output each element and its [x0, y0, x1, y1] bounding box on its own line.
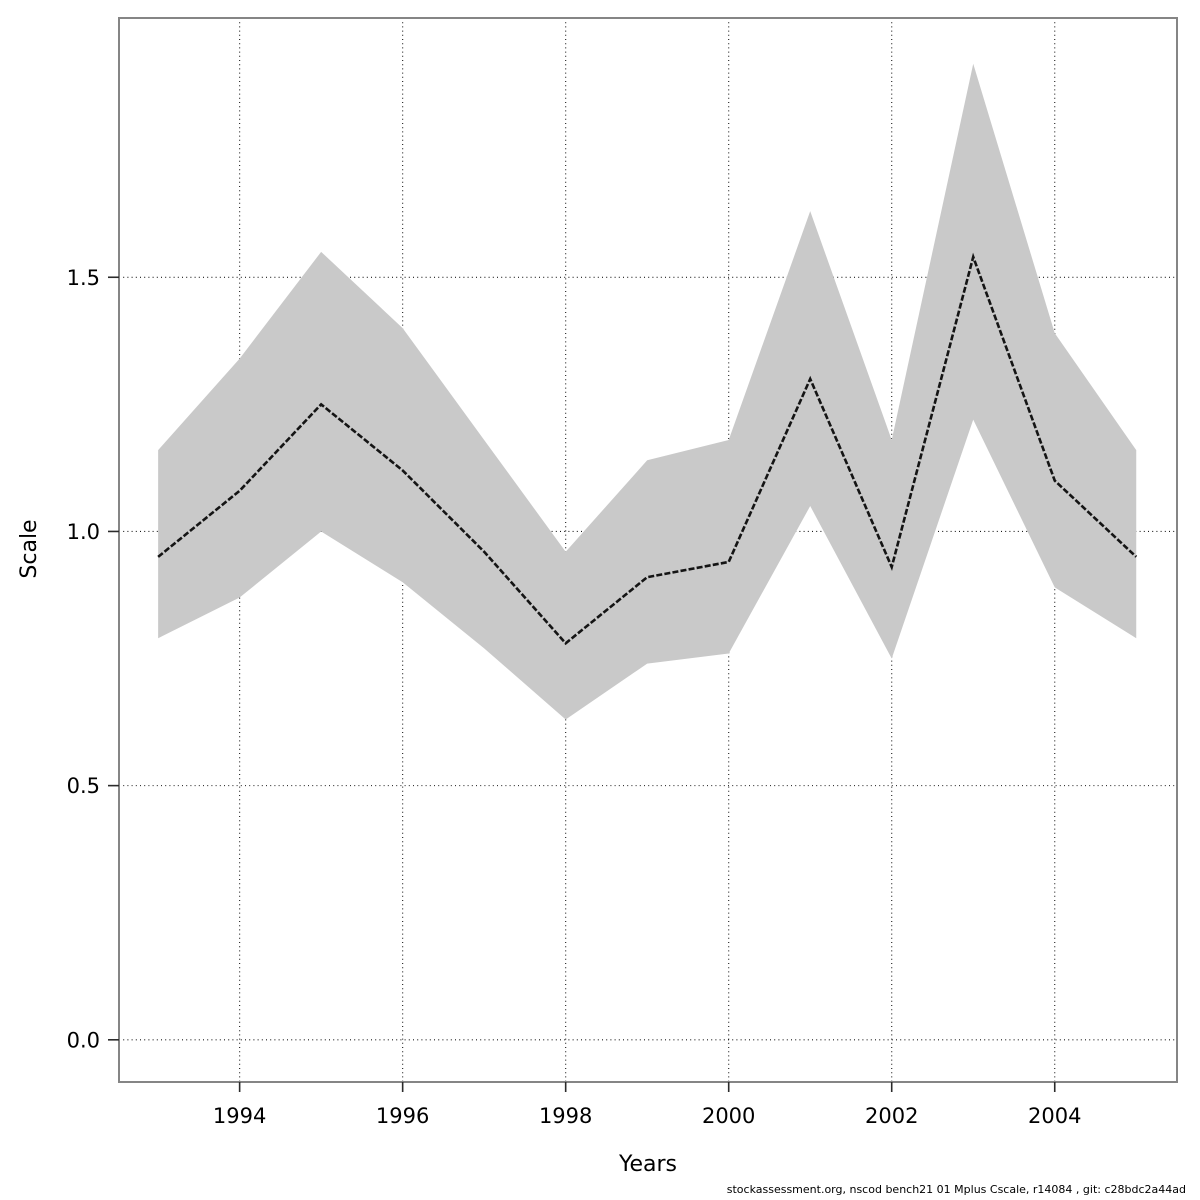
y-tick-label-0.0: 0.0 — [67, 1028, 100, 1052]
y-tick-label-0.5: 0.5 — [67, 774, 100, 798]
plot-frame — [118, 17, 1178, 1083]
scale-estimate-line — [157, 252, 1138, 646]
x-tick-label-1998: 1998 — [539, 1104, 592, 1128]
x-tick-label-2000: 2000 — [702, 1104, 755, 1128]
x-tick-label-2002: 2002 — [865, 1104, 918, 1128]
y-axis-title: Scale — [17, 519, 42, 578]
x-tick-label-1994: 1994 — [213, 1104, 266, 1128]
y-tick-label-1.5: 1.5 — [67, 266, 100, 290]
gridlines — [119, 18, 1177, 1082]
x-tick-label-1996: 1996 — [376, 1104, 429, 1128]
y-tick-label-1.0: 1.0 — [67, 520, 100, 544]
x-axis-title: Years — [618, 1152, 677, 1177]
axis-ticks — [108, 276, 1056, 1092]
x-tick-label-2004: 2004 — [1028, 1104, 1081, 1128]
axis-tick-labels: 1994 1996 1998 2000 2002 2004 0.0 0.5 1.0 1.5 — [67, 266, 1082, 1128]
footer-attribution: stockassessment.org, nscod bench21 01 Mp… — [726, 1183, 1186, 1196]
confidence-band — [158, 63, 1137, 720]
